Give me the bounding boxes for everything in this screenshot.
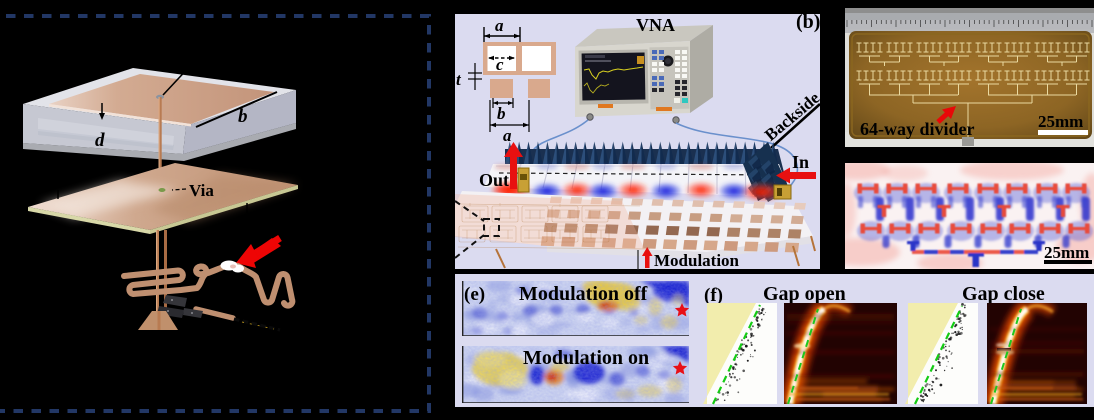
svg-text:(b): (b)	[796, 11, 820, 33]
svg-text:25mm: 25mm	[1038, 112, 1083, 131]
svg-text:a: a	[503, 126, 512, 145]
svg-text:t: t	[456, 70, 462, 89]
svg-text:d: d	[95, 130, 105, 151]
svg-text:Gap open: Gap open	[763, 283, 846, 305]
svg-text:Out: Out	[479, 170, 509, 190]
svg-text:b: b	[238, 106, 248, 127]
svg-text:Via: Via	[189, 181, 214, 200]
svg-text:a: a	[495, 16, 504, 35]
svg-text:Modulation on: Modulation on	[523, 347, 649, 369]
svg-text:25mm: 25mm	[1044, 243, 1089, 262]
svg-text:(f): (f)	[704, 285, 723, 306]
svg-text:(e): (e)	[464, 284, 485, 305]
svg-text:b: b	[497, 104, 506, 123]
svg-text:64-way divider: 64-way divider	[860, 119, 975, 139]
svg-text:In: In	[792, 152, 809, 172]
svg-text:c: c	[496, 55, 504, 74]
svg-text:VNA: VNA	[636, 15, 675, 35]
svg-text:Modulation: Modulation	[654, 251, 740, 270]
svg-text:Modulation off: Modulation off	[519, 283, 648, 305]
svg-text:Gap close: Gap close	[962, 283, 1045, 305]
